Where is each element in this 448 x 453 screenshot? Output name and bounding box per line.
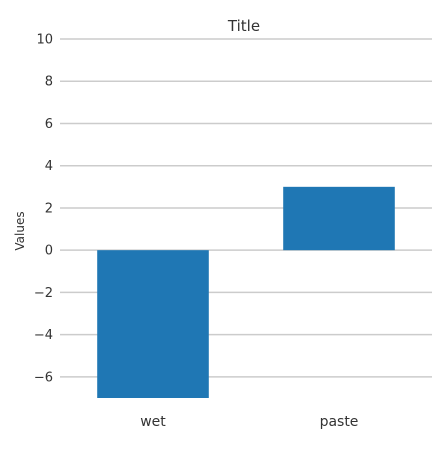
y-tick-label: 6 bbox=[45, 117, 53, 132]
y-tick-label: 2 bbox=[45, 201, 53, 216]
y-tick-label: −6 bbox=[34, 370, 53, 385]
bars bbox=[97, 186, 395, 398]
y-tick-label: −2 bbox=[34, 286, 53, 301]
y-tick-label: 10 bbox=[36, 33, 53, 48]
y-tick-labels: −6 −4 −2 0 2 4 6 8 10 bbox=[34, 33, 53, 386]
bar-wet bbox=[97, 250, 209, 398]
x-tick-labels: wet paste bbox=[140, 414, 358, 430]
y-tick-label: 8 bbox=[45, 75, 53, 90]
chart-title: Title bbox=[227, 17, 260, 35]
y-tick-label: −4 bbox=[34, 328, 53, 343]
x-tick-label: paste bbox=[320, 414, 359, 430]
x-tick-label: wet bbox=[140, 414, 166, 430]
y-axis-label: Values bbox=[13, 211, 27, 250]
y-tick-label: 0 bbox=[45, 244, 53, 259]
bar-paste bbox=[283, 186, 395, 251]
y-tick-label: 4 bbox=[45, 159, 53, 174]
